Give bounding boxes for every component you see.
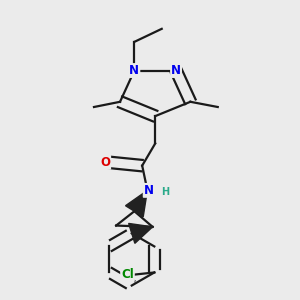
Text: N: N (129, 64, 140, 77)
Polygon shape (125, 190, 147, 217)
Text: N: N (144, 184, 154, 197)
Text: H: H (161, 187, 169, 197)
Text: N: N (171, 64, 181, 77)
Polygon shape (129, 224, 153, 243)
Text: Cl: Cl (121, 268, 134, 281)
Text: O: O (100, 156, 110, 169)
